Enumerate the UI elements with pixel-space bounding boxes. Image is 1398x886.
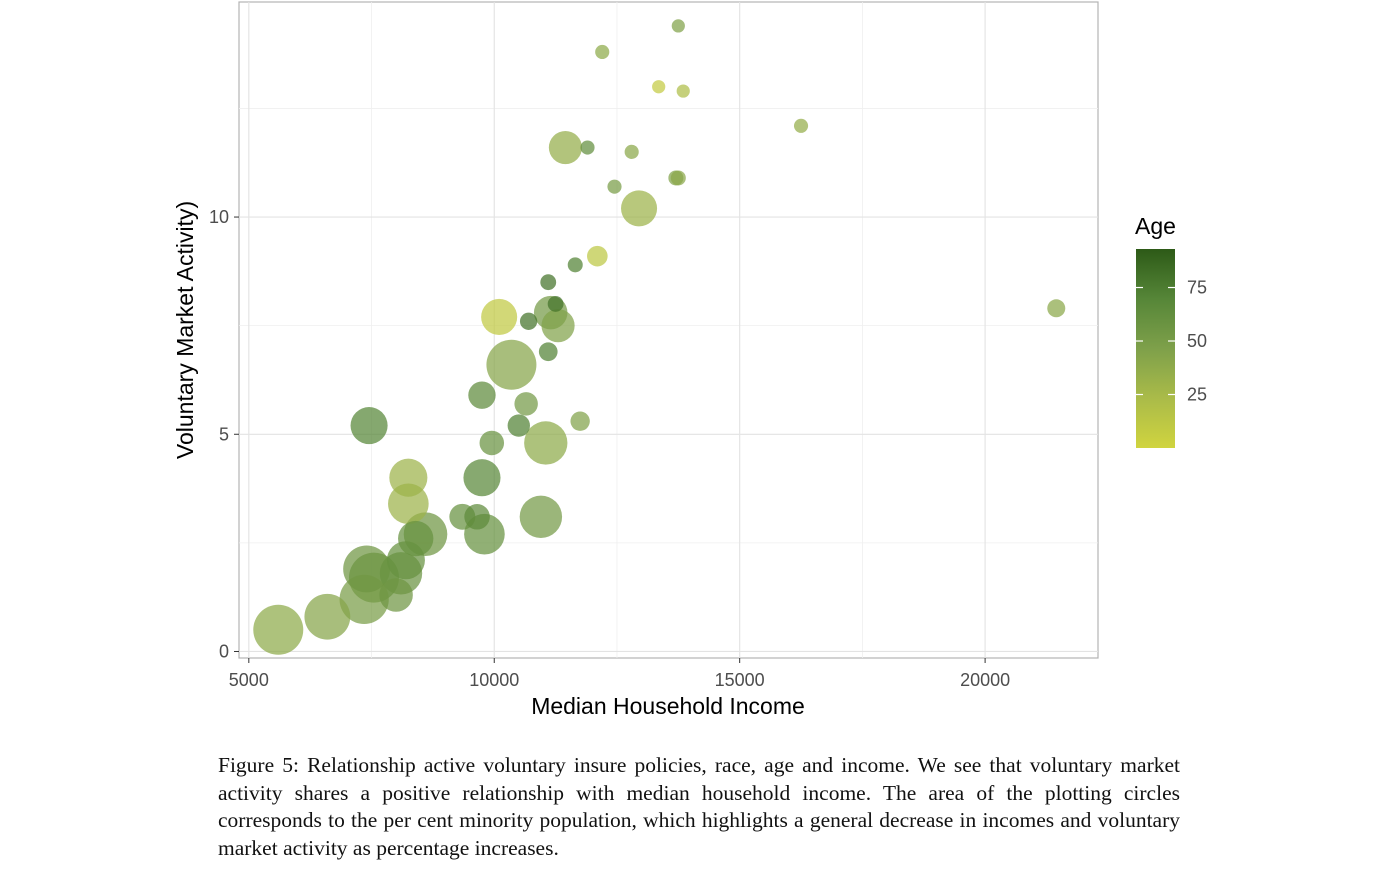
scatter-point	[607, 179, 622, 194]
scatter-point	[567, 257, 583, 273]
x-tick-label: 5000	[229, 670, 269, 690]
scatter-point	[570, 411, 590, 431]
scatter-point	[538, 342, 558, 362]
scatter-point	[1047, 299, 1066, 318]
scatter-point	[479, 430, 505, 456]
scatter-point	[304, 593, 351, 640]
scatter-point	[464, 504, 490, 530]
data-points	[253, 19, 1066, 655]
scatter-point	[514, 392, 538, 416]
scatter-point	[253, 604, 304, 655]
scatter-point	[624, 144, 639, 159]
x-tick-label: 20000	[960, 670, 1010, 690]
chart: 5000 10000 15000 20000 0 5 10 Median Househol…	[172, 1, 1207, 719]
scatter-point	[350, 407, 388, 445]
y-tick-label: 0	[219, 641, 229, 661]
x-tick-label: 15000	[715, 670, 765, 690]
scatter-point	[793, 118, 809, 133]
scatter-point	[541, 309, 575, 343]
scatter-point	[540, 274, 557, 291]
scatter-point	[548, 130, 582, 165]
scatter-point	[587, 245, 608, 267]
scatter-point	[621, 190, 658, 227]
scatter-point	[671, 19, 685, 33]
scatter-point	[547, 296, 564, 312]
y-tick-label: 5	[219, 424, 229, 444]
figure-caption: Figure 5: Relationship active voluntary …	[218, 753, 1180, 860]
legend-tick-label: 75	[1187, 278, 1207, 298]
y-axis: 0 5 10	[209, 207, 239, 661]
legend-tick-label: 25	[1187, 385, 1207, 405]
plot-panel	[238, 1, 1099, 659]
scatter-point	[580, 140, 595, 155]
scatter-point	[481, 298, 518, 335]
scatter-point	[519, 312, 538, 330]
scatter-point	[524, 421, 568, 465]
scatter-point	[676, 84, 690, 98]
scatter-point	[652, 80, 666, 94]
scatter-point	[379, 578, 413, 612]
legend-title: Age	[1135, 213, 1176, 239]
scatter-point	[519, 495, 563, 539]
scatter-point	[463, 459, 501, 497]
scatter-point	[398, 520, 434, 557]
scatter-point	[595, 44, 610, 60]
legend-ticks: 25 50 75	[1136, 278, 1207, 405]
scatter-point	[486, 339, 537, 390]
x-axis: 5000 10000 15000 20000	[229, 658, 1010, 690]
legend-colorbar	[1136, 249, 1175, 448]
scatter-point	[343, 545, 391, 593]
y-tick-label: 10	[209, 207, 229, 227]
x-axis-title: Median Household Income	[531, 693, 805, 719]
x-tick-label: 10000	[469, 670, 519, 690]
legend-tick-label: 50	[1187, 331, 1207, 351]
scatter-point	[670, 170, 686, 186]
scatter-point	[389, 458, 428, 497]
y-axis-title: Voluntary Market Activity)	[172, 201, 198, 459]
color-legend: Age 25 50 75	[1135, 213, 1207, 448]
scatter-point	[468, 381, 496, 409]
scatter-point	[507, 414, 530, 437]
